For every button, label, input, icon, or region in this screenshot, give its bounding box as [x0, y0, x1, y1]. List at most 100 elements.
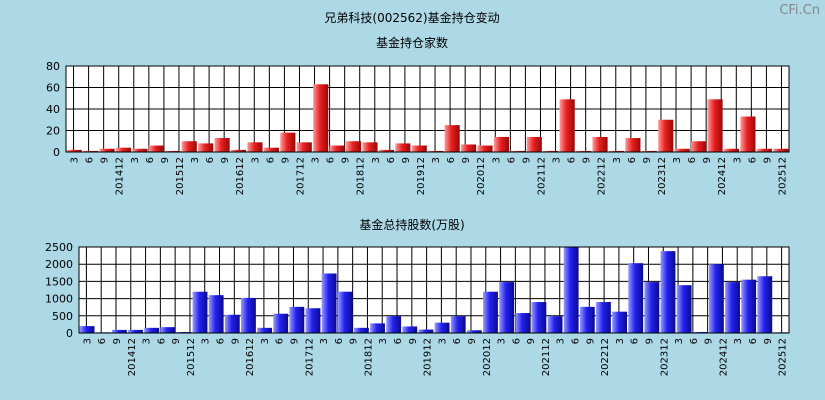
x-tick-label: 3 — [371, 157, 382, 163]
x-tick-label: 201912 — [423, 338, 434, 376]
x-tick-label: 6 — [689, 338, 700, 344]
bar-shares — [515, 313, 531, 333]
x-tick-label: 3 — [612, 157, 623, 163]
x-tick-label: 9 — [349, 338, 360, 344]
bar-holders — [723, 148, 740, 152]
x-tick-label: 201412 — [115, 157, 126, 195]
x-tick-label: 6 — [687, 157, 698, 163]
x-tick-label: 3 — [311, 157, 322, 163]
bar-holders — [411, 145, 427, 152]
bar-holders — [658, 119, 674, 152]
bar-shares — [708, 264, 724, 333]
bar-shares — [402, 326, 418, 333]
x-tick-label: 3 — [552, 157, 563, 163]
x-tick-label: 202112 — [536, 157, 547, 195]
bar-holders — [345, 141, 362, 152]
bar-holders — [608, 150, 625, 152]
bar-holders — [444, 125, 460, 152]
x-tick-label: 6 — [511, 338, 522, 344]
bar-holders — [115, 147, 132, 152]
x-tick-label: 6 — [446, 157, 457, 163]
bar-shares — [144, 327, 160, 333]
chart-title-shares: 基金总持股数(万股) — [359, 217, 464, 232]
x-tick-label: 3 — [142, 338, 153, 344]
bar-holders — [740, 116, 756, 152]
x-tick-label: 201512 — [175, 157, 186, 195]
x-tick-label: 9 — [704, 338, 715, 344]
bar-holders — [313, 84, 329, 152]
y-tick-label: 1500 — [45, 275, 73, 288]
x-tick-label: 6 — [386, 157, 397, 163]
x-tick-label: 6 — [156, 338, 167, 344]
x-tick-label: 3 — [70, 157, 81, 163]
x-tick-label: 3 — [260, 338, 271, 344]
x-tick-label: 3 — [672, 157, 683, 163]
y-tick-label: 20 — [46, 125, 60, 138]
x-tick-label: 6 — [452, 338, 463, 344]
bar-shares — [128, 329, 143, 333]
x-tick-label: 9 — [289, 338, 300, 344]
x-tick-label: 9 — [220, 157, 231, 163]
x-tick-label: 3 — [201, 338, 212, 344]
x-tick-label: 9 — [642, 157, 653, 163]
bar-shares — [676, 285, 692, 333]
x-tick-label: 201412 — [127, 338, 138, 376]
bar-shares — [628, 263, 644, 333]
x-tick-label: 9 — [644, 338, 655, 344]
x-tick-label: 9 — [160, 157, 171, 163]
y-tick-label: 1000 — [45, 293, 73, 306]
x-tick-label: 9 — [408, 338, 419, 344]
x-tick-label: 3 — [190, 157, 201, 163]
bar-shares — [612, 311, 627, 333]
x-tick-label: 201712 — [304, 338, 315, 376]
x-tick-label: 202412 — [718, 338, 729, 376]
x-tick-label: 3 — [497, 338, 508, 344]
bar-shares — [353, 327, 369, 333]
bar-shares — [273, 313, 289, 333]
x-tick-label: 6 — [97, 338, 108, 344]
y-tick-label: 60 — [46, 82, 60, 95]
x-tick-label: 3 — [615, 338, 626, 344]
x-tick-label: 202212 — [597, 157, 608, 195]
x-tick-label: 9 — [100, 157, 111, 163]
x-tick-label: 6 — [145, 157, 156, 163]
x-tick-label: 6 — [571, 338, 582, 344]
x-tick-label: 6 — [326, 157, 337, 163]
bar-holders — [559, 99, 575, 152]
bar-shares — [386, 316, 402, 333]
bar-shares — [176, 331, 192, 333]
bar-holders — [395, 143, 411, 152]
x-tick-label: 3 — [319, 338, 330, 344]
chart-title-holders: 基金持仓家数 — [376, 35, 448, 50]
bar-shares — [596, 302, 611, 333]
bar-shares — [418, 329, 434, 333]
bar-shares — [79, 326, 95, 333]
x-tick-label: 9 — [585, 338, 596, 344]
x-tick-label: 6 — [630, 338, 641, 344]
y-tick-label: 500 — [52, 310, 73, 323]
bar-holders — [773, 148, 789, 152]
x-tick-label: 3 — [556, 338, 567, 344]
x-tick-label: 9 — [112, 338, 123, 344]
x-tick-label: 3 — [431, 157, 442, 163]
x-tick-label: 9 — [171, 338, 182, 344]
x-tick-label: 9 — [582, 157, 593, 163]
bar-shares — [160, 327, 176, 333]
x-tick-label: 3 — [130, 157, 141, 163]
bar-holders — [329, 145, 345, 152]
bar-holders — [83, 150, 99, 152]
x-tick-label: 201512 — [186, 338, 197, 376]
bar-shares — [434, 322, 450, 333]
bar-shares — [644, 282, 660, 333]
x-tick-label: 3 — [732, 157, 743, 163]
watermark: CFi.Cn — [779, 3, 820, 18]
plot-border — [78, 246, 790, 334]
bar-holders — [247, 142, 263, 152]
bar-shares — [241, 297, 256, 333]
x-tick-label: 202012 — [482, 338, 493, 376]
plot-border — [65, 65, 790, 153]
x-tick-label: 6 — [627, 157, 638, 163]
bar-holders — [526, 136, 542, 152]
